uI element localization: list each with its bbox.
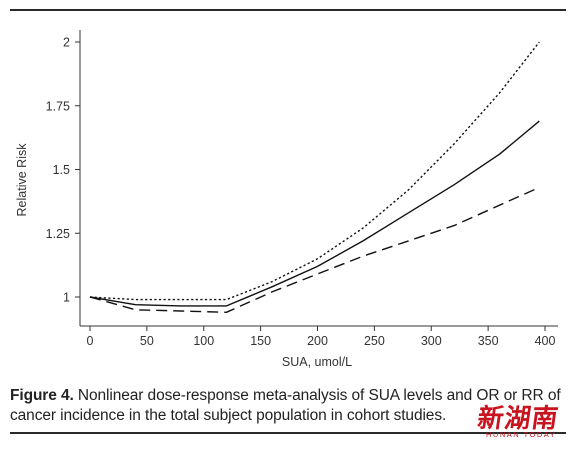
y-tick-label: 1.25 xyxy=(46,227,70,241)
chart-labels: 0 50 100 150 200 250 300 350 400 1 1.25 1.5 1.75 2 SUA… xyxy=(15,36,555,370)
watermark-subtitle: HUNAN TODAY xyxy=(486,430,557,439)
x-tick-label: 200 xyxy=(307,334,328,348)
top-rule xyxy=(10,9,566,11)
series-line-dotted xyxy=(89,41,540,301)
y-tick-label: 1.5 xyxy=(53,163,70,177)
y-axis-title: Relative Risk xyxy=(15,143,29,217)
dose-response-chart: 0 50 100 150 200 250 300 350 400 1 1.25 1.5 1.75 2 SUA… xyxy=(15,30,558,370)
x-tick-label: 300 xyxy=(421,334,442,348)
series-line-dashed xyxy=(89,186,540,313)
caption-text: Nonlinear dose-response meta-analysis of… xyxy=(10,387,561,424)
y-tick-label: 2 xyxy=(63,36,70,50)
series-line-solid xyxy=(89,120,540,307)
x-tick-label: 100 xyxy=(193,334,214,348)
hunan-today-watermark: 新湖南 HUNAN TODAY xyxy=(476,398,568,444)
x-tick-label: 50 xyxy=(140,334,154,348)
x-tick-label: 150 xyxy=(250,334,271,348)
bottom-rule xyxy=(10,432,566,434)
chart-axes xyxy=(75,30,558,331)
y-tick-label: 1 xyxy=(63,291,70,305)
chart-series xyxy=(89,41,540,313)
figure-caption: Figure 4. Nonlinear dose-response meta-a… xyxy=(10,386,566,426)
figure-label: Figure 4. xyxy=(10,387,74,404)
x-tick-label: 400 xyxy=(535,334,556,348)
y-tick-label: 1.75 xyxy=(46,99,70,113)
x-tick-label: 0 xyxy=(87,334,94,348)
x-tick-label: 250 xyxy=(364,334,385,348)
x-tick-label: 350 xyxy=(478,334,499,348)
x-axis-title: SUA, umol/L xyxy=(282,355,352,369)
